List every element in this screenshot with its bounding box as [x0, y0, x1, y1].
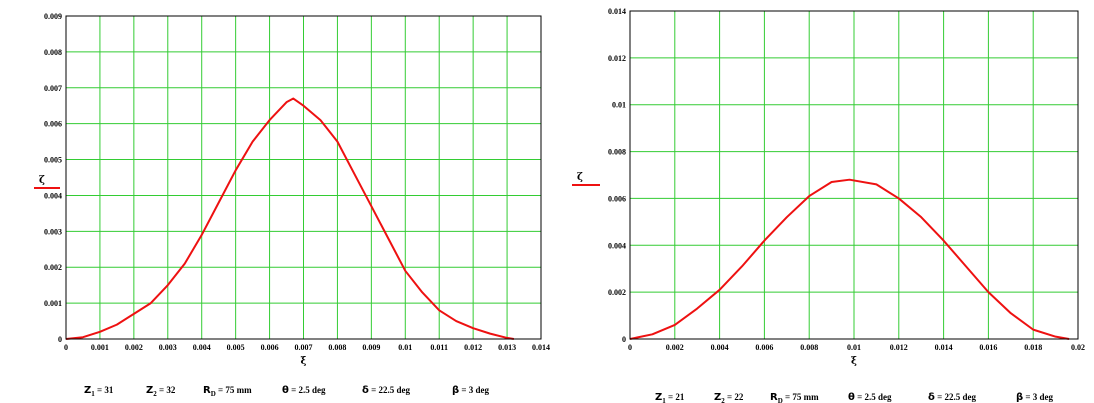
parameter-symbol: θ	[848, 392, 855, 403]
parameter-subscript: 1	[91, 390, 95, 398]
parameter-value: = 2.5 deg	[855, 392, 892, 402]
x-tick-label: 0.016	[979, 343, 997, 352]
x-tick-label: 0.002	[125, 343, 143, 352]
y-tick-label: 0.01	[612, 101, 626, 110]
x-axis-label: ξ	[301, 356, 307, 367]
parameter-label: Z2 = 32	[146, 385, 176, 398]
x-tick-label: 0.009	[362, 343, 380, 352]
parameter-value: = 22	[725, 392, 744, 402]
x-tick-label: 0.004	[193, 343, 211, 352]
parameter-subscript: 2	[721, 397, 725, 403]
parameter-label: RD = 75 mm	[203, 385, 252, 398]
parameter-value: = 75 mm	[216, 385, 252, 395]
parameter-label: Z1 = 21	[655, 392, 685, 403]
x-tick-label: 0.011	[430, 343, 448, 352]
x-tick-label: 0.005	[227, 343, 245, 352]
series-line	[629, 178, 1070, 340]
y-tick-label: 0.005	[44, 156, 62, 165]
parameter-symbol: R	[203, 385, 211, 396]
parameter-symbol: Z	[84, 385, 91, 396]
x-axis-label: ξ	[851, 356, 857, 367]
plot-frame	[629, 10, 1079, 340]
chart-left: 0 0.001 0.002 0.003 0.004 0.005 0.006 0.007 0.00…	[34, 12, 550, 398]
parameter-symbol: θ	[282, 385, 289, 396]
parameter-label: β = 3 deg	[1016, 392, 1054, 403]
x-tick-label: 0.006	[261, 343, 279, 352]
y-tick-label: 0.004	[44, 191, 62, 200]
parameter-value: = 3 deg	[1023, 392, 1053, 402]
parameter-label: RD = 75 mm	[770, 392, 819, 403]
x-tick-label: 0.008	[328, 343, 346, 352]
parameter-subscript: 1	[662, 397, 666, 403]
y-tick-label: 0.003	[44, 227, 62, 236]
x-tick-label: 0.02	[1071, 343, 1085, 352]
parameter-value: = 22.5 deg	[369, 385, 411, 395]
y-tick-label: 0.006	[44, 120, 62, 129]
plot-frame	[65, 15, 542, 340]
x-tick-label: 0	[628, 343, 632, 352]
parameter-value: = 2.5 deg	[289, 385, 326, 395]
parameter-label: β = 3 deg	[452, 385, 490, 396]
y-tick-label: 0.006	[608, 194, 626, 203]
y-tick-label: 0	[58, 335, 62, 344]
y-axis-label: ζ	[39, 175, 45, 186]
y-tick-label: 0.007	[44, 84, 62, 93]
y-axis-label: ζ	[577, 172, 583, 183]
parameter-symbol: R	[770, 392, 778, 403]
grid	[630, 11, 1078, 339]
parameter-symbol: δ	[928, 392, 935, 403]
y-tick-label: 0.002	[44, 263, 62, 272]
parameter-subscript: D	[211, 390, 216, 398]
x-tick-label: 0.014	[935, 343, 953, 352]
x-tick-label: 0.007	[295, 343, 313, 352]
y-tick-label: 0.001	[44, 299, 62, 308]
parameter-symbol: Z	[146, 385, 153, 396]
parameter-value: = 32	[157, 385, 176, 395]
grid	[66, 16, 541, 339]
y-tick-label: 0.002	[608, 288, 626, 297]
parameter-value: = 3 deg	[459, 385, 489, 395]
parameter-value: = 22.5 deg	[935, 392, 977, 402]
parameter-symbol: β	[1016, 392, 1023, 403]
x-tick-label: 0.012	[464, 343, 482, 352]
y-tick-label: 0.004	[608, 241, 626, 250]
chart-right: 0 0.002 0.004 0.006 0.008 0.01 0.012 0.014 0.016…	[572, 7, 1085, 403]
x-tick-label: 0.003	[159, 343, 177, 352]
parameter-label: Z2 = 22	[714, 392, 744, 403]
parameter-subscript: D	[778, 397, 783, 403]
parameter-label: θ = 2.5 deg	[282, 385, 326, 396]
parameter-subscript: 2	[153, 390, 157, 398]
series-line	[65, 97, 515, 340]
x-tick-label: 0	[64, 343, 68, 352]
parameter-value: = 21	[666, 392, 685, 402]
y-tick-label: 0.008	[44, 48, 62, 57]
y-tick-label: 0	[622, 335, 626, 344]
parameter-label: δ = 22.5 deg	[362, 385, 411, 396]
x-tick-label: 0.01	[398, 343, 412, 352]
x-tick-label: 0.001	[91, 343, 109, 352]
x-tick-label: 0.014	[532, 343, 550, 352]
parameter-value: = 75 mm	[783, 392, 819, 402]
parameter-symbol: Z	[655, 392, 662, 403]
y-tick-label: 0.014	[608, 7, 626, 16]
parameter-value: = 31	[95, 385, 114, 395]
y-tick-label: 0.008	[608, 148, 626, 157]
x-tick-label: 0.012	[890, 343, 908, 352]
x-tick-label: 0.013	[498, 343, 516, 352]
x-tick-label: 0.006	[755, 343, 773, 352]
y-tick-label: 0.012	[608, 54, 626, 63]
y-tick-label: 0.009	[44, 12, 62, 21]
x-tick-label: 0.002	[666, 343, 684, 352]
x-tick-label: 0.018	[1024, 343, 1042, 352]
parameter-label: δ = 22.5 deg	[928, 392, 977, 403]
x-tick-label: 0.004	[711, 343, 729, 352]
parameter-label: Z1 = 31	[84, 385, 114, 398]
x-tick-label: 0.01	[847, 343, 861, 352]
parameter-symbol: δ	[362, 385, 369, 396]
parameter-symbol: β	[452, 385, 459, 396]
x-tick-label: 0.008	[800, 343, 818, 352]
parameter-symbol: Z	[714, 392, 721, 403]
parameter-label: θ = 2.5 deg	[848, 392, 892, 403]
